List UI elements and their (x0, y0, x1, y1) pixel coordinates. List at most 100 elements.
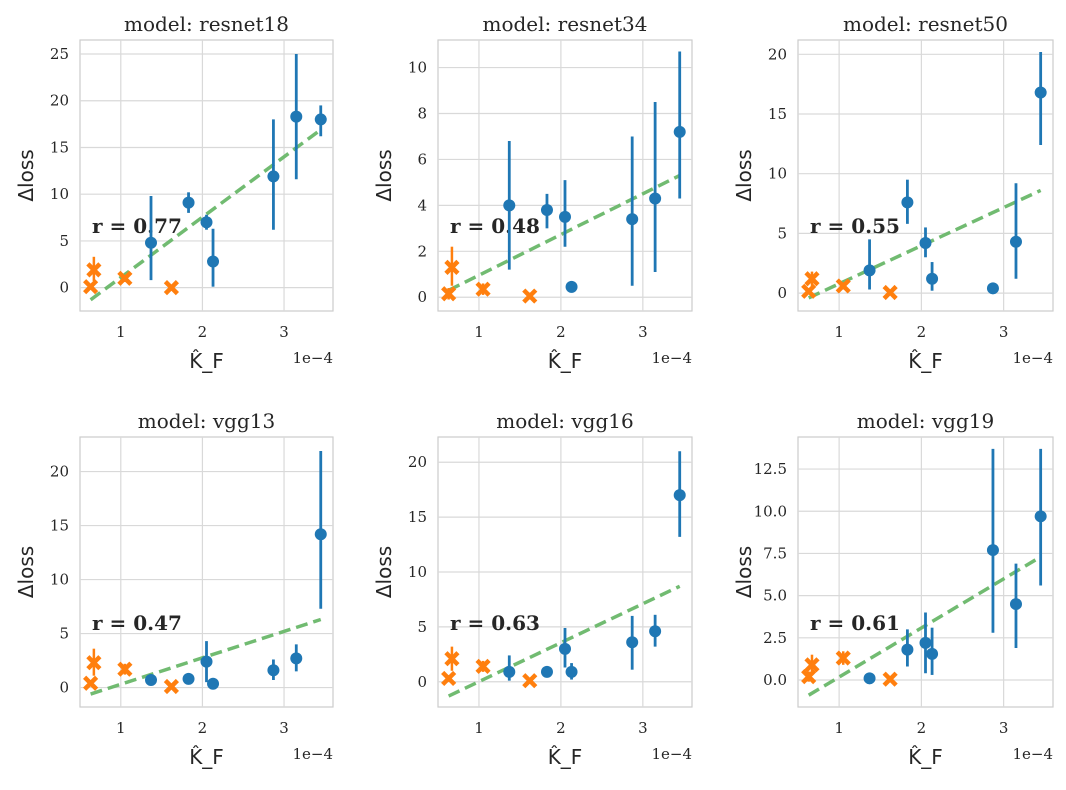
cross-marker (86, 262, 102, 278)
y-tick-label: 5 (59, 232, 69, 250)
point-marker (986, 282, 999, 295)
cross-marker (441, 286, 457, 302)
y-tick-label: 20 (50, 92, 69, 110)
orange-cross-point (163, 280, 179, 296)
x-axis-label: K̂_F (189, 745, 224, 769)
point-marker (863, 672, 876, 685)
point-marker (626, 636, 639, 649)
cross-marker (882, 284, 898, 301)
plot-area (797, 39, 1054, 312)
subplot-3: 1 2 3 0 5 10 15 20 model: vgg13 Δloss K̂_F 1e−4 r = … (14, 409, 334, 769)
x-tick-label: 3 (638, 719, 648, 737)
y-tick-label: 15 (768, 105, 787, 123)
x-axis-label: K̂_F (548, 745, 583, 769)
blue-data-point (863, 239, 876, 290)
blue-data-point (926, 627, 939, 675)
point-marker (503, 199, 516, 212)
blue-data-point (1034, 51, 1047, 146)
regression-fit-line (90, 617, 322, 696)
x-tick-label: 1 (474, 719, 484, 737)
x-axis-label: K̂_F (548, 349, 583, 373)
point-marker (290, 652, 303, 665)
point-marker (626, 213, 639, 226)
blue-data-point (540, 665, 553, 678)
point-marker (207, 255, 220, 268)
cross-marker (522, 673, 538, 689)
orange-cross-point (83, 675, 99, 691)
blue-data-point (926, 262, 939, 291)
orange-cross-point (117, 270, 133, 286)
orange-cross-point (444, 646, 460, 671)
x-tick-label: 2 (917, 323, 927, 341)
point-marker (200, 216, 213, 229)
blue-data-point (1034, 448, 1047, 586)
y-tick-label: 6 (417, 150, 427, 168)
subplot-0: 1 2 3 0 5 10 15 20 25 model: resnet18 Δloss K̂_F 1e−… (14, 12, 334, 373)
point-marker (145, 236, 158, 249)
blue-data-point (207, 228, 220, 287)
cross-marker (804, 657, 820, 673)
point-marker (314, 528, 327, 541)
point-marker (182, 196, 195, 209)
subplot-title: model: resnet34 (483, 12, 648, 36)
y-tick-label: 0 (417, 288, 427, 306)
blue-data-point (626, 615, 639, 670)
cross-marker (86, 655, 102, 671)
blue-data-point (267, 119, 280, 230)
point-marker (559, 642, 571, 655)
cross-marker (801, 283, 817, 299)
point-marker (267, 664, 280, 677)
blue-data-point (267, 659, 280, 680)
point-marker (926, 647, 939, 660)
y-tick-label: 0 (59, 679, 69, 697)
blue-data-point (986, 448, 999, 633)
point-marker (290, 110, 303, 123)
x-scale-label: 1e−4 (292, 349, 333, 367)
y-tick-label: 5 (59, 625, 69, 643)
orange-cross-point (86, 648, 102, 676)
orange-cross-point (441, 670, 457, 687)
orange-cross-point (163, 678, 179, 695)
cross-marker (882, 671, 898, 687)
blue-data-point (559, 627, 571, 668)
x-scale-label: 1e−4 (1012, 349, 1053, 367)
blue-data-point (863, 672, 876, 685)
y-axis-label: Δloss (372, 149, 396, 201)
orange-cross-point (804, 654, 820, 675)
cross-marker (475, 281, 491, 297)
y-axis-label: Δloss (732, 546, 756, 598)
subplot-5: 1 2 3 0.0 2.5 5.0 7.5 10.0 12.5 model: vgg19 Δloss… (732, 409, 1054, 769)
orange-cross-point (475, 281, 491, 297)
y-tick-label: 0.0 (763, 671, 787, 689)
orange-cross-point (835, 278, 851, 294)
point-marker (559, 210, 571, 223)
x-scale-label: 1e−4 (651, 349, 692, 367)
x-scale-label: 1e−4 (292, 745, 333, 763)
x-tick-label: 3 (638, 323, 648, 341)
point-marker (919, 236, 932, 249)
point-marker (901, 196, 914, 209)
point-marker (200, 655, 213, 668)
y-tick-label: 15 (408, 508, 427, 526)
point-marker (673, 489, 686, 502)
x-tick-label: 2 (198, 323, 208, 341)
correlation-label: r = 0.55 (810, 214, 900, 238)
correlation-label: r = 0.47 (92, 611, 182, 635)
x-axis-label: K̂_F (908, 349, 943, 373)
blue-data-point (626, 136, 639, 286)
point-marker (901, 643, 914, 656)
x-tick-label: 3 (279, 323, 289, 341)
subplot-title: model: vgg19 (857, 409, 995, 433)
point-marker (649, 625, 662, 638)
x-tick-label: 2 (917, 719, 927, 737)
x-axis-label: K̂_F (189, 349, 224, 373)
x-scale-label: 1e−4 (1012, 745, 1053, 763)
point-marker (145, 674, 158, 686)
point-marker (1009, 235, 1022, 248)
y-axis-label: Δloss (732, 149, 756, 201)
point-marker (1034, 510, 1047, 523)
x-tick-label: 1 (474, 323, 484, 341)
blue-data-point (182, 192, 195, 213)
cross-marker (163, 280, 179, 296)
y-tick-label: 15 (50, 138, 69, 156)
